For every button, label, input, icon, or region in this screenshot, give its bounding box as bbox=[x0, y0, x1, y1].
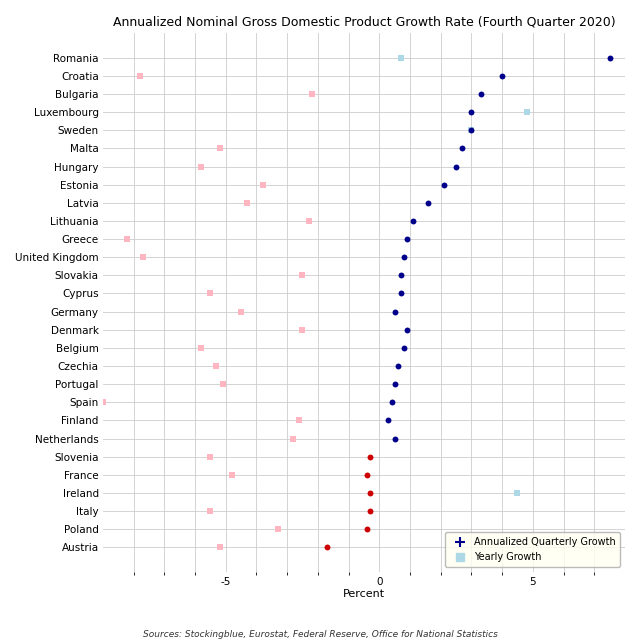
Point bbox=[205, 289, 216, 299]
Point bbox=[476, 89, 486, 99]
Point bbox=[396, 270, 406, 280]
Point bbox=[214, 542, 225, 552]
Point bbox=[98, 397, 108, 408]
Point bbox=[294, 415, 305, 426]
Point bbox=[322, 542, 332, 552]
Point bbox=[390, 433, 400, 444]
Point bbox=[467, 107, 477, 117]
Point bbox=[205, 506, 216, 516]
Point bbox=[303, 216, 314, 226]
Point bbox=[122, 234, 132, 244]
Point bbox=[362, 524, 372, 534]
Point bbox=[396, 289, 406, 299]
Point bbox=[402, 324, 412, 335]
Point bbox=[138, 252, 148, 262]
Point bbox=[365, 488, 375, 498]
Point bbox=[134, 71, 145, 81]
Point bbox=[257, 180, 268, 190]
Point bbox=[298, 324, 308, 335]
Point bbox=[387, 397, 397, 408]
Point bbox=[402, 234, 412, 244]
Point bbox=[196, 161, 206, 172]
Point bbox=[298, 270, 308, 280]
Point bbox=[399, 343, 409, 353]
Point bbox=[408, 216, 418, 226]
Point bbox=[227, 470, 237, 480]
Point bbox=[457, 143, 467, 154]
X-axis label: Percent: Percent bbox=[343, 589, 385, 600]
Point bbox=[513, 488, 523, 498]
Point bbox=[383, 415, 394, 426]
Point bbox=[467, 125, 477, 136]
Point bbox=[390, 379, 400, 389]
Point bbox=[307, 89, 317, 99]
Point bbox=[396, 52, 406, 63]
Point bbox=[497, 71, 508, 81]
Point bbox=[390, 307, 400, 317]
Point bbox=[214, 143, 225, 154]
Point bbox=[399, 252, 409, 262]
Point bbox=[605, 52, 615, 63]
Point bbox=[467, 125, 477, 136]
Point bbox=[211, 361, 221, 371]
Point bbox=[392, 361, 403, 371]
Title: Annualized Nominal Gross Domestic Product Growth Rate (Fourth Quarter 2020): Annualized Nominal Gross Domestic Produc… bbox=[113, 15, 615, 28]
Point bbox=[362, 470, 372, 480]
Text: Sources: Stockingblue, Eurostat, Federal Reserve, Office for National Statistics: Sources: Stockingblue, Eurostat, Federal… bbox=[143, 630, 497, 639]
Point bbox=[438, 180, 449, 190]
Point bbox=[218, 379, 228, 389]
Point bbox=[365, 506, 375, 516]
Legend: Annualized Quarterly Growth, Yearly Growth: Annualized Quarterly Growth, Yearly Grow… bbox=[445, 532, 620, 567]
Point bbox=[273, 524, 283, 534]
Point bbox=[242, 198, 252, 208]
Point bbox=[365, 452, 375, 462]
Point bbox=[522, 107, 532, 117]
Point bbox=[451, 161, 461, 172]
Point bbox=[288, 433, 298, 444]
Point bbox=[423, 198, 433, 208]
Point bbox=[196, 343, 206, 353]
Point bbox=[236, 307, 246, 317]
Point bbox=[205, 452, 216, 462]
